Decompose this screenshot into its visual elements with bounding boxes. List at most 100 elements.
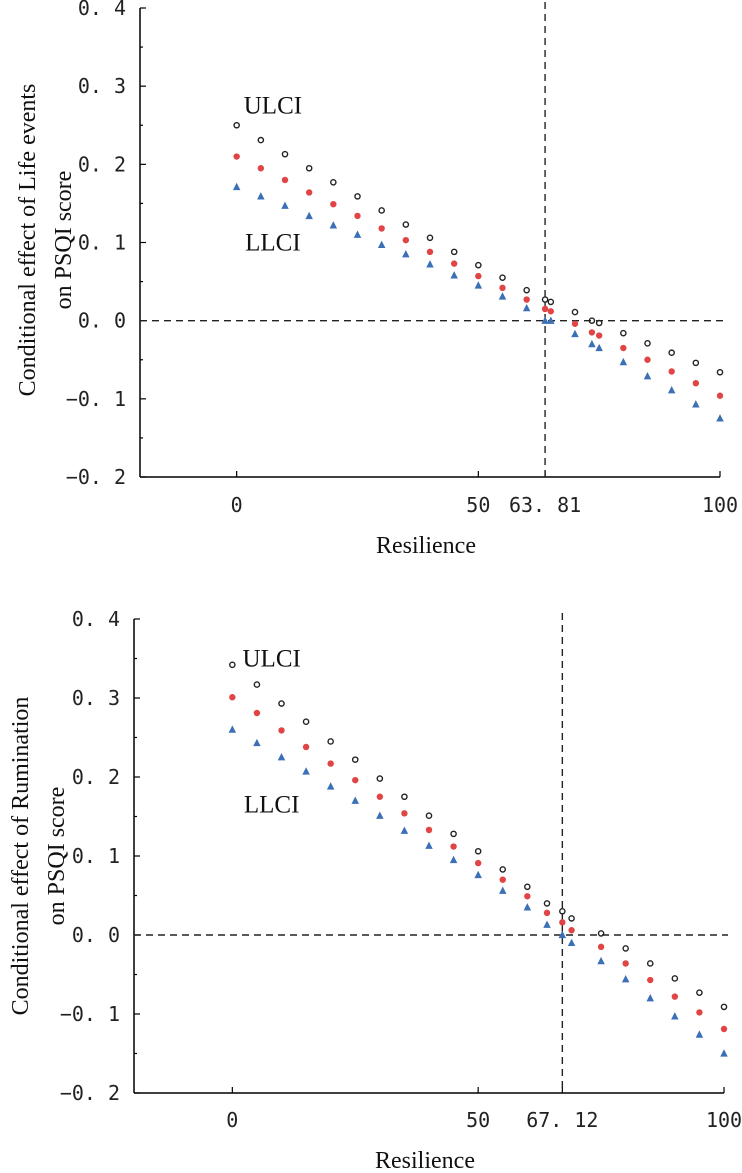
llci-point	[450, 271, 458, 279]
ulci-point	[351, 756, 359, 763]
llci-label: LLCI	[244, 792, 300, 819]
effect-point	[327, 760, 334, 767]
effect-point	[330, 200, 337, 208]
effect-point	[595, 332, 603, 339]
effect-point	[233, 153, 240, 160]
series-llci	[232, 182, 724, 422]
effect-point	[499, 284, 506, 292]
ulci-point	[620, 329, 627, 337]
y-tick-label: 0. 2	[78, 152, 126, 176]
effect-point	[571, 320, 579, 327]
llci-point	[232, 182, 241, 191]
effect-point	[543, 909, 551, 917]
ulci-point	[425, 812, 433, 820]
llci-point	[253, 738, 261, 747]
series-effect	[229, 694, 728, 1033]
effect-point	[475, 272, 482, 280]
ulci-point	[692, 359, 700, 367]
effect-point	[229, 694, 236, 701]
y-tick-label: −0. 2	[66, 465, 126, 489]
ulci-point	[646, 960, 654, 967]
effect-point	[541, 305, 549, 313]
ulci-point	[541, 296, 549, 303]
x-tick-label: 50	[466, 1108, 490, 1132]
ulci-point	[281, 150, 289, 158]
ulci-point	[378, 207, 385, 214]
effect-point	[474, 859, 482, 867]
ulci-point	[543, 900, 551, 907]
effect-point	[622, 960, 629, 967]
effect-point	[450, 260, 458, 267]
x-tick-label: 0	[231, 493, 243, 517]
ulci-point	[475, 261, 482, 269]
y-tick-label: −0. 1	[66, 387, 126, 411]
ulci-point	[499, 274, 506, 281]
ulci-point	[595, 319, 603, 327]
y-axis-title-line: Conditional effect of Life events	[15, 84, 41, 397]
ulci-point	[696, 989, 703, 996]
ulci-point	[588, 317, 596, 324]
effect-point	[402, 236, 410, 244]
ulci-point	[474, 847, 482, 855]
y-axis-title-line: on PSQI score	[44, 787, 70, 926]
ulci-point	[523, 286, 530, 294]
ulci-point	[547, 298, 555, 306]
llci-point	[558, 930, 567, 939]
y-tick-label: 0. 2	[72, 765, 120, 789]
ulci-point	[402, 221, 410, 228]
llci-point	[667, 386, 676, 394]
effect-point	[354, 212, 361, 220]
ulci-point	[524, 883, 531, 891]
llci-point	[588, 339, 596, 348]
ulci-point	[330, 179, 337, 186]
llci-point	[353, 230, 362, 238]
ulci-point	[278, 700, 285, 707]
x-tick-label: 50	[466, 493, 490, 517]
ulci-point	[597, 930, 605, 937]
effect-point	[450, 843, 457, 850]
llci-point	[326, 782, 335, 790]
x-tick-label: 100	[702, 493, 738, 517]
y-tick-label: 0. 4	[72, 607, 120, 631]
chart-rumination: −0. 2 −0. 1 0. 0 0. 1 0. 2 0. 3 0. 4 0 50 67. 12 1…	[8, 607, 742, 1173]
llci-point	[449, 855, 458, 864]
effect-point	[425, 826, 433, 834]
llci-point	[499, 886, 507, 894]
effect-point	[524, 893, 531, 900]
ulci-point	[305, 164, 313, 172]
effect-point	[696, 1009, 703, 1016]
llci-point	[376, 811, 384, 819]
y-tick-label: 0. 4	[78, 0, 126, 20]
series-effect	[233, 153, 724, 399]
effect-point	[401, 810, 408, 817]
llci-point	[281, 201, 289, 209]
effect-point	[523, 296, 530, 303]
llci-point	[547, 316, 555, 324]
ulci-point	[568, 915, 575, 922]
ulci-point	[253, 681, 261, 688]
effect-point	[278, 727, 285, 734]
llci-label: LLCI	[245, 230, 301, 257]
llci-point	[571, 329, 579, 338]
x-tick-label: 63. 81	[509, 493, 581, 517]
x-tick-label: 100	[706, 1108, 742, 1132]
llci-point	[498, 292, 507, 300]
llci-point	[541, 316, 549, 324]
effect-point	[499, 876, 506, 883]
llci-point	[474, 281, 483, 289]
llci-point	[351, 796, 359, 804]
ulci-point	[450, 830, 457, 838]
x-axis-title: Resilience	[376, 533, 476, 559]
llci-point	[543, 920, 551, 928]
effect-point	[376, 793, 384, 800]
llci-point	[619, 357, 628, 366]
y-tick-label: 0. 3	[78, 74, 126, 98]
llci-point	[646, 994, 654, 1002]
ulci-point	[229, 661, 236, 669]
effect-point	[668, 368, 675, 375]
ulci-point	[376, 775, 384, 782]
ulci-point	[426, 234, 434, 242]
llci-point	[621, 975, 630, 983]
effect-point	[547, 308, 555, 315]
